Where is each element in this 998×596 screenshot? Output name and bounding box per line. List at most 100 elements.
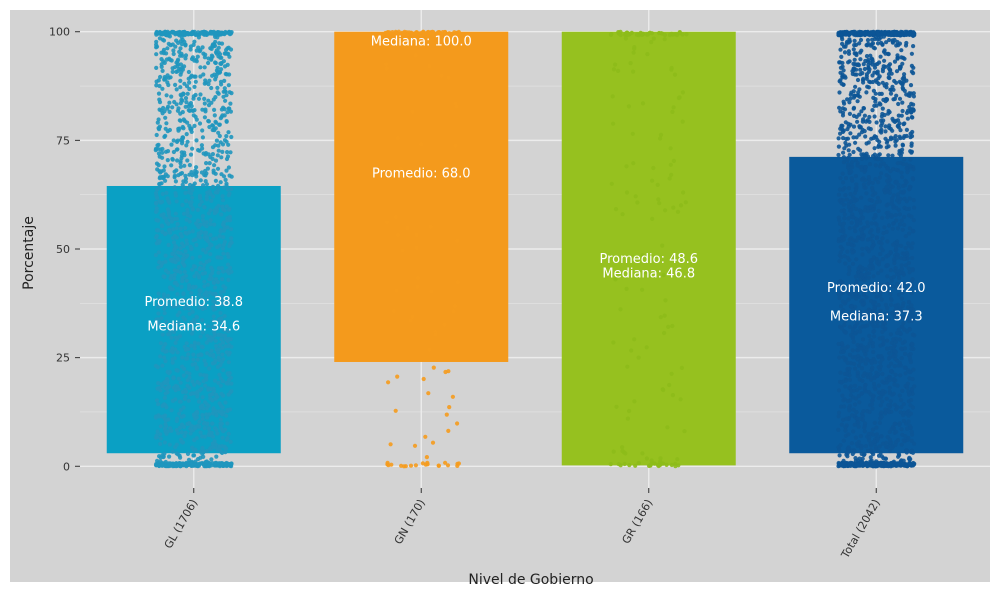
point-gl-1706 — [157, 296, 162, 301]
point-total-2042 — [854, 188, 859, 193]
point-total-2042 — [862, 225, 867, 230]
point-gl-1706 — [198, 404, 203, 409]
point-total-2042 — [853, 354, 858, 360]
point-gr-166 — [657, 201, 662, 206]
point-gl-1706 — [153, 146, 159, 151]
point-total-2042 — [897, 212, 903, 217]
point-gl-1706 — [173, 211, 178, 216]
point-gl-1706 — [154, 233, 159, 239]
point-gl-1706 — [161, 298, 166, 303]
point-total-2042 — [874, 222, 879, 227]
point-total-2042 — [899, 427, 904, 432]
point-total-2042 — [886, 223, 892, 228]
point-total-2042 — [870, 427, 876, 432]
point-total-2042 — [841, 229, 846, 234]
point-total-2042 — [908, 131, 913, 136]
point-gl-1706 — [163, 429, 168, 434]
point-gl-1706 — [204, 459, 209, 464]
point-total-2042 — [852, 361, 857, 366]
point-total-2042 — [898, 136, 903, 141]
point-total-2042 — [900, 324, 905, 329]
point-total-2042 — [859, 366, 865, 371]
point-gl-1706 — [201, 151, 206, 156]
point-gl-1706 — [175, 250, 181, 255]
point-total-2042 — [909, 303, 914, 308]
point-gl-1706 — [183, 249, 188, 254]
point-total-2042 — [853, 174, 859, 179]
point-gl-1706 — [156, 228, 161, 233]
point-gl-1706 — [172, 356, 177, 361]
point-gl-1706 — [225, 381, 231, 386]
point-total-2042 — [911, 218, 916, 223]
point-gl-1706 — [183, 230, 188, 235]
point-gl-1706 — [176, 264, 181, 269]
point-total-2042 — [841, 68, 846, 73]
point-gn-170 — [385, 460, 390, 465]
point-gl-1706 — [204, 290, 209, 295]
point-total-2042 — [860, 285, 866, 290]
point-total-2042 — [904, 180, 909, 185]
point-gl-1706 — [166, 242, 171, 248]
point-gl-1706 — [225, 269, 230, 274]
point-gl-1706 — [197, 267, 202, 272]
point-total-2042 — [890, 196, 895, 201]
point-gl-1706 — [154, 29, 159, 35]
point-gr-166 — [673, 464, 678, 469]
point-gl-1706 — [157, 260, 162, 265]
point-gl-1706 — [217, 372, 222, 377]
point-gl-1706 — [207, 78, 212, 83]
point-gl-1706 — [187, 86, 192, 92]
point-gl-1706 — [219, 266, 224, 271]
point-total-2042 — [867, 409, 872, 415]
point-total-2042 — [847, 324, 853, 329]
point-total-2042 — [879, 390, 884, 396]
point-total-2042 — [845, 97, 850, 102]
point-total-2042 — [843, 319, 848, 324]
point-gl-1706 — [178, 399, 183, 404]
point-total-2042 — [855, 370, 860, 375]
point-gr-166 — [684, 32, 689, 37]
point-gl-1706 — [208, 222, 213, 227]
point-gl-1706 — [214, 74, 219, 79]
point-total-2042 — [862, 278, 867, 283]
point-gr-166 — [618, 29, 623, 34]
point-gl-1706 — [207, 258, 212, 263]
point-total-2042 — [893, 118, 899, 123]
point-gn-170 — [446, 428, 451, 433]
point-gl-1706 — [181, 252, 186, 258]
point-gn-170 — [413, 30, 418, 36]
point-gl-1706 — [222, 78, 227, 83]
point-gl-1706 — [210, 127, 215, 133]
point-total-2042 — [896, 123, 901, 128]
point-gl-1706 — [170, 464, 175, 469]
point-gl-1706 — [181, 179, 186, 184]
point-gl-1706 — [204, 448, 209, 454]
point-total-2042 — [838, 304, 844, 309]
point-total-2042 — [855, 119, 860, 124]
point-gl-1706 — [190, 146, 195, 151]
point-total-2042 — [912, 205, 917, 210]
point-total-2042 — [857, 309, 863, 314]
point-total-2042 — [859, 391, 864, 396]
point-gl-1706 — [160, 32, 165, 37]
point-gn-170 — [427, 347, 432, 352]
point-gr-166 — [644, 32, 650, 37]
point-total-2042 — [872, 103, 877, 108]
point-total-2042 — [849, 220, 854, 225]
point-total-2042 — [907, 299, 912, 305]
point-gl-1706 — [156, 163, 161, 168]
point-gl-1706 — [179, 414, 184, 419]
point-gl-1706 — [161, 51, 166, 56]
point-total-2042 — [889, 278, 894, 283]
point-total-2042 — [837, 259, 842, 264]
point-gl-1706 — [212, 107, 217, 112]
point-gl-1706 — [215, 364, 220, 369]
point-total-2042 — [868, 455, 873, 460]
point-gl-1706 — [200, 413, 205, 418]
point-gl-1706 — [212, 31, 217, 36]
point-total-2042 — [865, 448, 871, 453]
point-gl-1706 — [221, 242, 226, 247]
point-total-2042 — [899, 48, 904, 53]
point-total-2042 — [875, 157, 881, 162]
point-total-2042 — [888, 292, 893, 297]
